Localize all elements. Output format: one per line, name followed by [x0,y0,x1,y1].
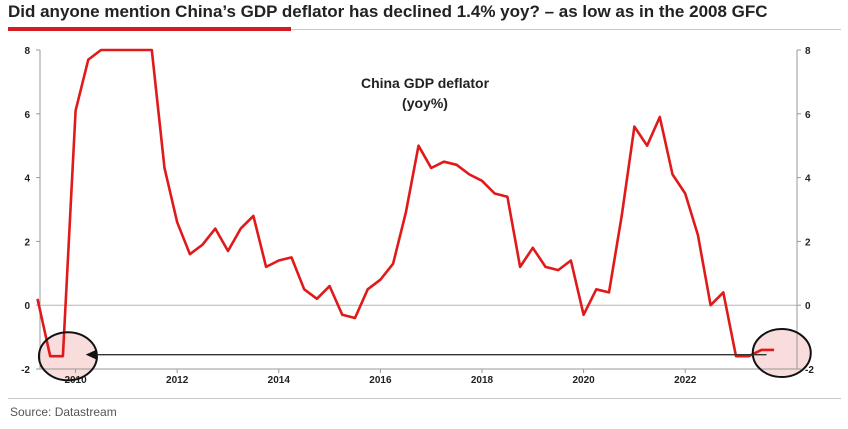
y-tick-label-right: 4 [805,174,811,185]
source-note: Source: Datastream [10,405,117,419]
highlight-fill-0 [38,332,97,381]
arrowhead [85,349,97,360]
x-tick-label: 2018 [471,375,494,386]
y-tick-label-right: 6 [805,110,811,121]
footer-divider [8,398,841,399]
chart-subtitle: (yoy%) [402,95,448,111]
highlight-circle-0 [37,331,98,382]
chart-title: China GDP deflator [361,75,490,91]
highlight-fill-1 [752,329,811,378]
x-tick-label: 2022 [674,375,697,386]
y-tick-label-left: 0 [24,301,30,312]
x-tick-label: 2016 [369,375,392,386]
series-line-gdp-deflator [36,48,775,358]
y-tick-label-left: -2 [21,365,30,376]
y-tick-label-left: 8 [24,46,30,57]
y-tick-label-right: 2 [805,237,811,248]
x-tick-label: 2014 [268,375,291,386]
y-tick-label-right: 8 [805,46,811,57]
y-tick-label-right: -2 [805,365,814,376]
y-tick-label-left: 4 [24,174,30,185]
headline: Did anyone mention China’s GDP deflator … [8,2,768,21]
x-tick-label: 2010 [64,375,87,386]
headline-accent-rule [8,27,291,31]
x-tick-label: 2012 [166,375,189,386]
highlight-circle-1 [751,328,812,379]
chart: 8 6 4 2 0 -2 8 6 4 2 0 -2 2010 2012 2014 2016 2018 2020 2… [21,46,814,386]
y-tick-label-left: 2 [24,237,30,248]
headline-divider [291,29,841,30]
y-tick-label-left: 6 [24,110,30,121]
x-tick-label: 2020 [572,375,595,386]
y-tick-label-right: 0 [805,301,811,312]
